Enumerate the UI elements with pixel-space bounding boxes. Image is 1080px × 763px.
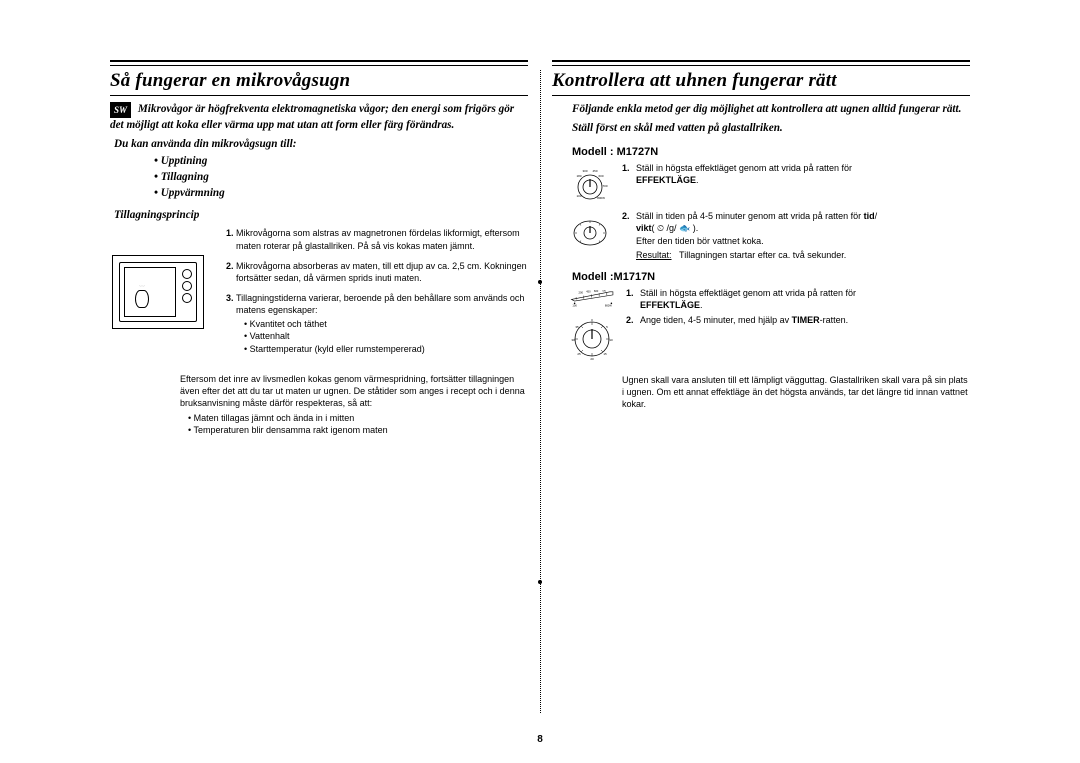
svg-text:30: 30	[571, 338, 575, 342]
properties-list: Kvantitet och täthet Vattenhalt Starttem…	[244, 318, 528, 354]
step: Tillagningstiderna varierar, beroende på…	[236, 292, 528, 355]
lang-badge: SW	[110, 102, 131, 118]
bullet: Tillagning	[154, 170, 528, 186]
svg-text:5: 5	[606, 325, 608, 329]
model-a-head: Modell : M1727N	[572, 146, 970, 158]
svg-text:800W: 800W	[597, 196, 605, 200]
step-body: 1.Ställ in högsta effektläget genom att …	[626, 287, 970, 311]
svg-text:300: 300	[582, 169, 587, 173]
svg-text:600: 600	[594, 290, 599, 293]
svg-text:25: 25	[577, 352, 581, 356]
svg-text:15: 15	[603, 352, 607, 356]
intro-sub: Du kan använda din mikrovågsugn till:	[114, 137, 528, 152]
step-body: 2.Ange tiden, 4-5 minuter, med hjälp av …	[626, 314, 970, 326]
right-intro: Följande enkla metod ger dig möjlighet a…	[572, 102, 970, 117]
prop: Kvantitet och täthet	[244, 318, 528, 330]
rule	[110, 95, 528, 96]
timer-dial-icon	[570, 213, 610, 253]
svg-text:450: 450	[586, 290, 591, 294]
rule	[552, 60, 970, 66]
right-column: Kontrollera att uhnen fungerar rätt Följ…	[540, 60, 970, 436]
after-bullet: Maten tillagas jämnt och ända in i mitte…	[188, 412, 528, 424]
after-bullet: Temperaturen blir densamma rakt igenom m…	[188, 424, 528, 436]
svg-text:10: 10	[609, 338, 613, 342]
svg-text:35: 35	[575, 325, 579, 329]
right-footer: Ugnen skall vara ansluten till ett lämpl…	[622, 374, 970, 410]
prop: Starttemperatur (kyld eller rumstemperer…	[244, 343, 528, 355]
column-divider	[540, 70, 541, 713]
after-bullets: Maten tillagas jämnt och ända in i mitte…	[188, 412, 528, 436]
right-intro-sub: Ställ först en skål med vatten på glasta…	[572, 121, 970, 136]
step-a1: 180300 450 600 700 100 800W 1.Ställ in högs…	[570, 162, 970, 208]
principle-row: Mikrovågorna som alstras av magnetronen …	[110, 227, 528, 362]
manual-page: Så fungerar en mikrovågsugn SW Mikrovågo…	[0, 0, 1080, 763]
microwave-illustration	[112, 255, 204, 329]
left-intro: SW Mikrovågor är högfrekventa elektromag…	[110, 102, 528, 133]
svg-text:450: 450	[592, 169, 597, 173]
divider-dot	[538, 580, 542, 584]
timer-dial-icon: 0 5 10 15 20 25 30 35	[570, 317, 614, 361]
intro-text: Mikrovågor är högfrekventa elektromagnet…	[110, 103, 514, 131]
step: Mikrovågorna som alstras av magnetronen …	[236, 227, 528, 251]
svg-text:180: 180	[576, 174, 581, 178]
right-title: Kontrollera att uhnen fungerar rätt	[552, 70, 970, 92]
step: Mikrovågorna absorberas av maten, till e…	[236, 260, 528, 284]
principle-steps: Mikrovågorna som alstras av magnetronen …	[222, 227, 528, 362]
rule	[110, 60, 528, 66]
step-b1: 200 450 600 700 100 800W 1.Ställ in högs…	[570, 287, 970, 312]
step-b2: 0 5 10 15 20 25 30 35 2.Ange tiden, 4-5 minut…	[570, 314, 970, 364]
after-paragraph: Eftersom det inre av livsmedlen kokas ge…	[180, 373, 528, 437]
rule	[552, 95, 970, 96]
svg-text:700: 700	[601, 290, 606, 292]
prop: Vattenhalt	[244, 330, 528, 342]
left-column: Så fungerar en mikrovågsugn SW Mikrovågo…	[110, 60, 540, 436]
divider-dot	[538, 280, 542, 284]
model-b-head: Modell :M1717N	[572, 271, 970, 283]
svg-text:700: 700	[602, 184, 607, 188]
svg-text:20: 20	[590, 357, 594, 361]
step-body: 1.Ställ in högsta effektläget genom att …	[622, 162, 970, 186]
svg-text:600: 600	[598, 174, 603, 178]
step-a2: 2.Ställ in tiden på 4-5 minuter genom at…	[570, 210, 970, 261]
bullet: Uppvärmning	[154, 186, 528, 202]
svg-text:0: 0	[591, 318, 593, 322]
left-title: Så fungerar en mikrovågsugn	[110, 70, 528, 92]
bullet: Upptining	[154, 154, 528, 170]
principle-head: Tillagningsprincip	[114, 209, 528, 221]
page-number: 8	[537, 734, 543, 745]
step-body: 2.Ställ in tiden på 4-5 minuter genom at…	[622, 210, 970, 261]
use-bullets: Upptining Tillagning Uppvärmning	[154, 154, 528, 201]
svg-text:200: 200	[578, 290, 583, 294]
svg-text:100: 100	[576, 194, 581, 198]
power-level-icon: 200 450 600 700 100 800W	[570, 290, 616, 312]
power-dial-icon: 180300 450 600 700 100 800W	[570, 165, 610, 205]
